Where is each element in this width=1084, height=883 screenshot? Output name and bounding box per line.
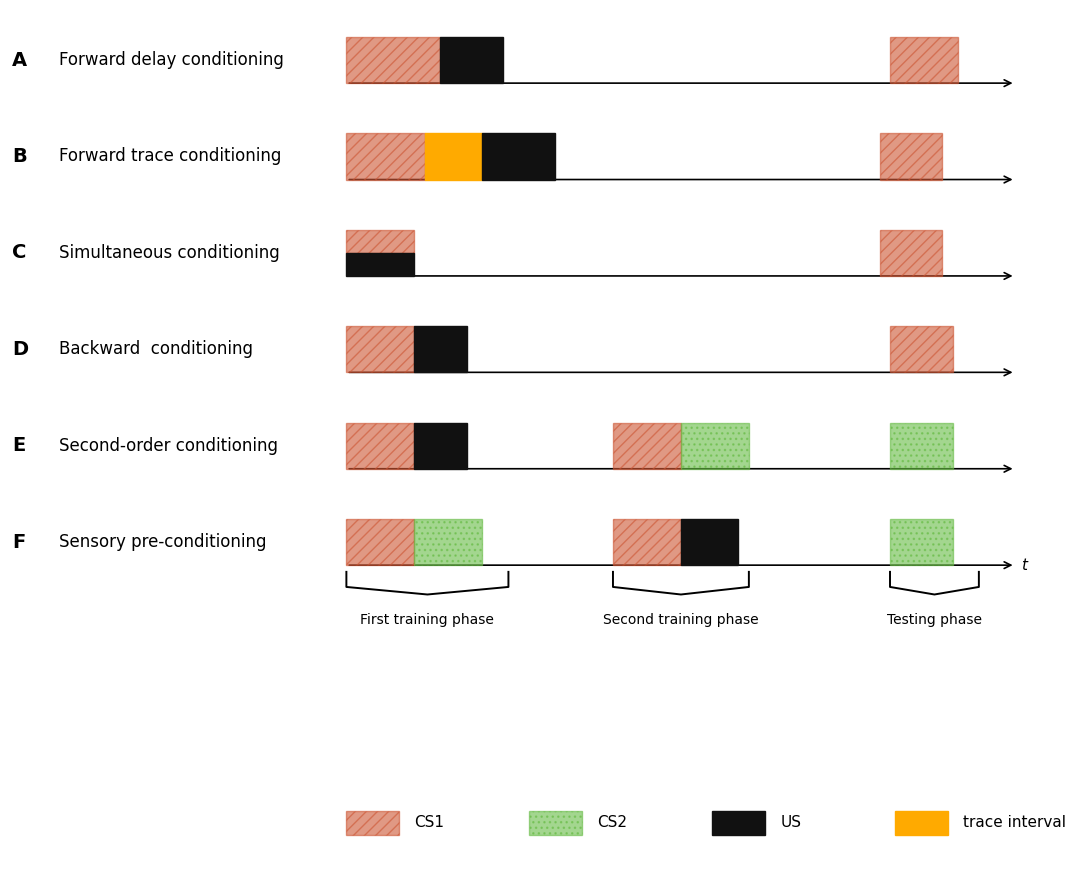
Bar (414, 326, 466, 373)
Text: Testing phase: Testing phase (887, 613, 982, 627)
Text: CS2: CS2 (597, 815, 628, 830)
Text: A: A (12, 50, 27, 70)
Text: Simultaneous conditioning: Simultaneous conditioning (59, 244, 280, 262)
Bar (440, 37, 503, 83)
Text: First training phase: First training phase (361, 613, 494, 627)
Text: Sensory pre-conditioning: Sensory pre-conditioning (59, 533, 267, 551)
Bar (681, 423, 749, 469)
Text: F: F (12, 532, 25, 552)
Text: Forward trace conditioning: Forward trace conditioning (59, 147, 281, 165)
Bar (347, 230, 414, 253)
Bar (482, 133, 555, 179)
Bar (347, 811, 399, 834)
Bar (890, 423, 953, 469)
Bar (890, 326, 953, 373)
Bar (890, 519, 953, 565)
Bar (347, 423, 414, 469)
Bar (879, 230, 942, 275)
Text: Second-order conditioning: Second-order conditioning (59, 437, 278, 455)
Bar (529, 811, 582, 834)
Bar (712, 811, 764, 834)
Bar (879, 133, 942, 179)
Bar (895, 811, 947, 834)
Text: t: t (1021, 558, 1027, 573)
Bar (425, 133, 482, 179)
Text: trace interval: trace interval (964, 815, 1067, 830)
Text: Second training phase: Second training phase (603, 613, 759, 627)
Text: E: E (12, 436, 25, 456)
Bar (612, 519, 681, 565)
Bar (347, 37, 440, 83)
Text: D: D (12, 340, 28, 358)
Bar (612, 423, 681, 469)
Text: B: B (12, 147, 27, 166)
Bar (414, 519, 482, 565)
Bar (347, 519, 414, 565)
Bar (347, 133, 425, 179)
Bar (681, 519, 738, 565)
Bar (347, 326, 414, 373)
Text: CS1: CS1 (414, 815, 444, 830)
Bar (347, 253, 414, 275)
Text: Forward delay conditioning: Forward delay conditioning (59, 51, 284, 69)
Text: Backward  conditioning: Backward conditioning (59, 340, 253, 358)
Text: C: C (12, 244, 26, 262)
Text: US: US (780, 815, 801, 830)
Bar (414, 423, 466, 469)
Bar (890, 37, 958, 83)
